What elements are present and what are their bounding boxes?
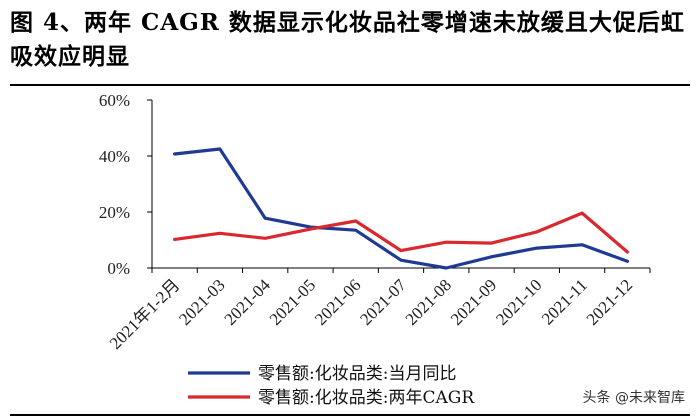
title-divider [10, 84, 690, 86]
y-tick-label: 40% [99, 147, 130, 166]
legend-label-2: 零售额:化妆品类:两年CAGR [258, 388, 475, 408]
series-line-1 [173, 147, 630, 270]
x-tick-label: 2021-10 [492, 275, 546, 329]
x-tick-label: 2021年1-2月 [106, 275, 184, 353]
x-tick-label: 2021-03 [175, 275, 229, 329]
x-tick-label: 2021-12 [583, 275, 637, 329]
x-tick-label: 2021-04 [221, 275, 275, 329]
x-tick-label: 2021-09 [447, 275, 501, 329]
x-tick-label: 2021-08 [402, 275, 456, 329]
y-tick-label: 0% [107, 259, 130, 278]
x-tick-label: 2021-06 [311, 275, 365, 329]
y-tick-label: 60% [99, 91, 130, 110]
chart-series [173, 147, 630, 270]
chart-axes: 0%20%40%60%2021年1-2月2021-032021-042021-0… [99, 91, 651, 353]
bottom-divider [10, 414, 690, 416]
x-tick-label: 2021-11 [538, 275, 591, 328]
x-tick-label: 2021-05 [266, 275, 320, 329]
legend-label-1: 零售额:化妆品类:当月同比 [258, 364, 456, 384]
x-tick-label: 2021-07 [356, 275, 410, 329]
page-title: 图 4、两年 CAGR 数据显示化妆品社零增速未放缓且大促后虹吸效应明显 [10, 9, 685, 70]
watermark: 头条 @未来智库 [579, 386, 688, 408]
series-line-2 [173, 211, 630, 254]
y-tick-label: 20% [99, 203, 130, 222]
